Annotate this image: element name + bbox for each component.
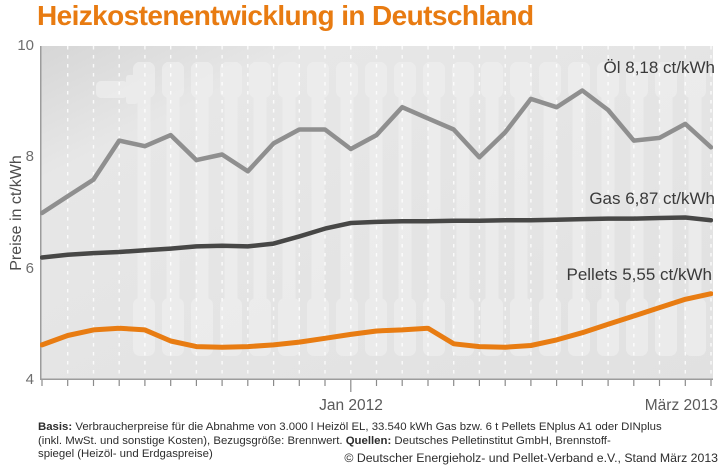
- footer-line: Basis: Verbraucherpreise für die Abnahme…: [38, 421, 662, 433]
- x-tick-label-maerz-2013: März 2013: [644, 397, 718, 414]
- y-tick-label-6: 6: [25, 260, 34, 277]
- y-axis-title: Preise in ct/kWh: [8, 155, 25, 271]
- pellets-series-line: [40, 291, 713, 350]
- series-label-gas: Gas 6,87 ct/kWh: [589, 189, 715, 208]
- footer-line: spiegel (Heizöl- und Erdgaspreise): [38, 448, 213, 460]
- plot-area: [40, 46, 713, 394]
- oil-series-line: [40, 88, 713, 216]
- series-label-oil: Öl 8,18 ct/kWh: [603, 58, 715, 77]
- chart-title: Heizkostenentwicklung in Deutschland: [37, 0, 534, 31]
- gas-series-line: [40, 215, 713, 260]
- footer-basis-text: Basis: Verbraucherpreise für die Abnahme…: [38, 421, 720, 462]
- copyright-text: © Deutscher Energieholz- und Pellet-Verb…: [344, 451, 718, 465]
- y-tick-label-10: 10: [17, 37, 34, 54]
- y-tick-label-4: 4: [25, 371, 34, 388]
- y-tick-label-8: 8: [25, 148, 34, 165]
- x-tick-label-jan-2012: Jan 2012: [319, 397, 383, 414]
- series-label-pellets: Pellets 5,55 ct/kWh: [566, 265, 712, 284]
- line-chart: [40, 46, 713, 392]
- x-axis-ticks: [41, 380, 712, 392]
- footer-line: (inkl. MwSt. und sonstige Kosten), Bezug…: [38, 434, 611, 447]
